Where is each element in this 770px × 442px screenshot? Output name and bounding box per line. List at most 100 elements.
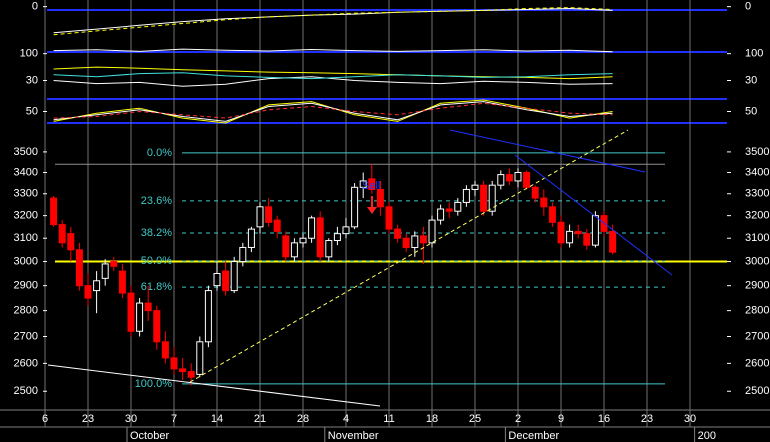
x-tick-label: 7 <box>171 413 177 425</box>
indicator-line <box>53 101 613 122</box>
reference-bands <box>47 9 727 124</box>
x-tick-label: 6 <box>42 413 48 425</box>
candle-body <box>127 292 135 332</box>
candle-body <box>411 235 419 248</box>
y-tick-label: 0 <box>745 1 751 13</box>
y-tick-label: 3400 <box>745 166 769 178</box>
trend-line <box>47 364 381 407</box>
annotation: Sell <box>362 180 380 192</box>
candle-body <box>557 221 565 244</box>
candle-body <box>316 217 324 258</box>
candle-body <box>325 240 333 258</box>
indicator-line <box>53 76 613 87</box>
candle-body <box>574 230 582 235</box>
y-tick-label: 0 <box>32 1 38 13</box>
fib-label: 38.2% <box>141 227 172 239</box>
fib-label: 0.0% <box>147 147 172 159</box>
fib-label: 50.0% <box>141 255 172 267</box>
candle-body <box>110 261 118 267</box>
y-tick-label: 3500 <box>745 146 769 158</box>
candle-body <box>428 219 436 244</box>
month-label: 200 <box>698 430 716 442</box>
y-tick-label: 30 <box>26 74 38 86</box>
candle-body <box>609 230 617 253</box>
candle-body <box>256 206 264 228</box>
y-tick-label: 3300 <box>14 188 38 200</box>
candle-body <box>540 197 548 208</box>
y-tick-label: 50 <box>26 105 38 117</box>
candle-body <box>505 174 513 182</box>
y-tick-label: 3100 <box>745 232 769 244</box>
month-label: November <box>328 430 379 442</box>
y-tick-label: 3200 <box>745 210 769 222</box>
y-tick-label: 3500 <box>14 146 38 158</box>
candle-body <box>480 184 488 212</box>
candle-body <box>394 228 402 239</box>
fib-label: 61.8% <box>141 281 172 293</box>
indicator-line <box>53 48 613 53</box>
y-tick-label: 2900 <box>14 280 38 292</box>
candle-body <box>222 270 230 292</box>
candle-body <box>93 280 101 292</box>
candle-body <box>170 357 178 370</box>
indicator-line <box>53 102 613 119</box>
trend-line <box>449 129 646 173</box>
trend-line <box>189 129 629 383</box>
y-tick-label: 3100 <box>14 232 38 244</box>
candle-body <box>523 172 531 188</box>
y-tick-label: 3300 <box>745 188 769 200</box>
candle-body <box>239 246 247 263</box>
fib-label: 23.6% <box>141 195 172 207</box>
candle-body <box>161 341 169 359</box>
trend-line <box>514 154 673 276</box>
candle-body <box>351 186 359 228</box>
candle-body <box>548 206 556 223</box>
candle-body <box>196 341 204 375</box>
candle-body <box>187 371 195 378</box>
candle-body <box>230 261 238 292</box>
y-tick-label: 3000 <box>14 255 38 267</box>
y-tick-label: 2500 <box>745 385 769 397</box>
fib-label: 100.0% <box>135 378 173 390</box>
candle-body <box>419 235 427 244</box>
candle-body <box>402 237 410 248</box>
candle-body <box>213 273 221 287</box>
x-tick-label: 11 <box>383 413 394 425</box>
candle-body <box>273 219 281 232</box>
candle-body <box>445 208 453 212</box>
candle-body <box>454 201 462 212</box>
candle-body <box>75 249 83 287</box>
x-tick-label: 2 <box>515 413 521 425</box>
x-tick-label: 21 <box>254 413 266 425</box>
y-tick-label: 30 <box>745 74 757 86</box>
candle-body <box>144 302 152 312</box>
candle-body <box>385 206 393 230</box>
candle-body <box>471 184 479 190</box>
month-label: December <box>508 430 559 442</box>
x-tick-label: 25 <box>469 413 481 425</box>
candle-body <box>488 184 496 212</box>
y-tick-label: 2500 <box>14 385 38 397</box>
x-tick-label: 4 <box>343 413 349 425</box>
x-tick-label: 14 <box>211 413 223 425</box>
candle-body <box>342 226 350 235</box>
indicator-line <box>53 72 613 80</box>
candle-body <box>265 206 273 223</box>
candle-body <box>531 186 539 199</box>
candle-body <box>333 233 341 242</box>
candle-body <box>67 233 75 251</box>
candle-body <box>462 188 470 203</box>
y-tick-label: 2800 <box>745 305 769 317</box>
candle-body <box>118 270 126 294</box>
y-tick-label: 100 <box>745 48 763 60</box>
x-tick-label: 30 <box>125 413 137 425</box>
candle-body <box>204 290 212 343</box>
y-tick-label: 2600 <box>14 357 38 369</box>
y-tick-label: 2900 <box>745 280 769 292</box>
candle-body <box>136 302 144 332</box>
candle-body <box>437 208 445 221</box>
y-tick-label: 2600 <box>745 357 769 369</box>
